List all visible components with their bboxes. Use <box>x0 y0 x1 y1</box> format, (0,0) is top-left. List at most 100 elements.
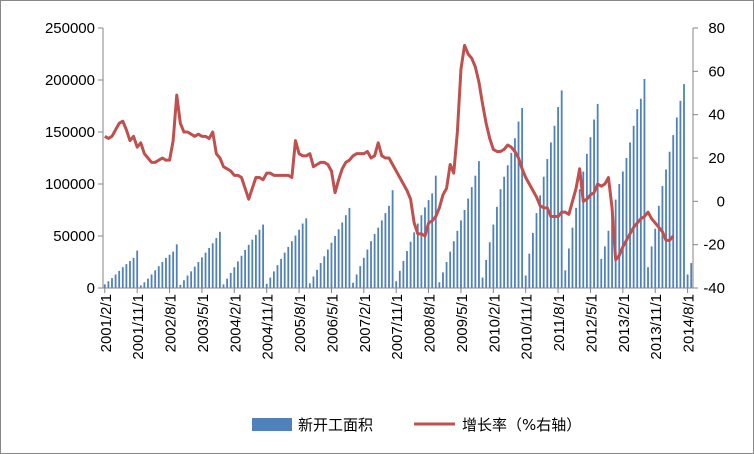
x-tick-label: 2003/5/1 <box>195 294 212 352</box>
bar <box>542 176 545 288</box>
bar <box>305 218 308 288</box>
bar <box>183 280 185 288</box>
bar <box>488 242 491 288</box>
x-tick-label: 2014/8/1 <box>681 294 698 352</box>
bar <box>359 266 362 288</box>
bar <box>269 277 272 288</box>
bar <box>139 285 142 288</box>
bar <box>420 215 423 288</box>
bar <box>377 227 380 288</box>
bar <box>294 235 297 288</box>
right-tick-label: -20 <box>703 237 725 254</box>
bar <box>222 284 225 288</box>
bar <box>132 257 135 288</box>
bar <box>165 257 167 288</box>
legend-bar-swatch <box>252 418 292 431</box>
bar <box>528 253 531 288</box>
bar <box>675 117 678 288</box>
bar <box>370 241 372 288</box>
bar <box>452 241 455 288</box>
bar <box>618 184 621 288</box>
bar <box>251 239 254 288</box>
bar <box>362 257 365 288</box>
left-tick-label: 150000 <box>45 124 95 141</box>
bar <box>312 276 315 288</box>
left-tick-label: 200000 <box>45 72 95 89</box>
bar <box>150 274 153 288</box>
bar <box>316 269 318 288</box>
bar <box>344 215 347 288</box>
bar <box>600 258 603 288</box>
bar <box>445 262 448 288</box>
x-tick-label: 2002/8/1 <box>163 294 180 352</box>
bar <box>413 232 416 288</box>
bar <box>539 195 541 288</box>
right-tick-label: 0 <box>717 193 725 210</box>
x-tick-label: 2013/11/1 <box>648 294 665 360</box>
bar <box>308 283 311 288</box>
bar <box>255 234 257 288</box>
bar <box>629 142 631 288</box>
bar <box>553 125 556 288</box>
x-tick-label: 2010/2/1 <box>486 294 503 352</box>
bar <box>326 249 329 288</box>
bar <box>625 158 628 288</box>
bar <box>499 189 502 288</box>
bar <box>463 210 466 288</box>
left-axis-ticks: 250000 200000 150000 100000 50000 0 <box>45 20 103 297</box>
bar <box>380 220 383 288</box>
bar <box>402 260 405 288</box>
bar <box>143 282 146 288</box>
right-tick-label: 40 <box>708 107 725 124</box>
bar <box>373 233 376 288</box>
bar <box>118 270 121 288</box>
bar <box>567 248 570 288</box>
bar <box>215 238 218 288</box>
bar <box>262 224 264 288</box>
bar <box>334 236 336 288</box>
x-tick-label: 2008/8/1 <box>422 294 439 352</box>
bar <box>283 252 286 288</box>
bar <box>384 213 387 288</box>
bar <box>478 161 480 288</box>
bar <box>503 176 506 288</box>
bar <box>470 187 473 288</box>
x-axis-ticks: 2001/2/1 2001/11/1 2002/8/1 2003/5/1 2004/2/… <box>98 288 698 360</box>
bar <box>438 282 441 288</box>
left-tick-label: 250000 <box>45 20 95 37</box>
bar <box>406 251 408 288</box>
x-tick-label: 2011/8/1 <box>551 294 568 351</box>
bar <box>643 78 646 289</box>
bar <box>247 244 250 288</box>
bar <box>589 137 592 288</box>
x-tick-label: 2012/5/1 <box>583 294 600 352</box>
bar <box>114 274 117 288</box>
bar <box>492 224 495 288</box>
bar <box>319 263 322 288</box>
bar <box>111 278 113 288</box>
x-tick-label: 2007/11/1 <box>389 294 406 360</box>
bar <box>578 189 581 288</box>
bar <box>564 270 567 288</box>
bar <box>661 186 664 288</box>
bar <box>557 107 559 288</box>
bar <box>442 272 444 288</box>
bar <box>585 153 588 288</box>
x-tick-label: 2005/8/1 <box>292 294 309 352</box>
bar <box>686 274 689 288</box>
bar <box>575 207 577 288</box>
left-tick-label: 50000 <box>53 228 95 245</box>
bar <box>233 267 236 288</box>
bar <box>121 267 124 288</box>
legend: 新开工面积 增长率（%右轴） <box>252 416 581 434</box>
right-tick-label: -40 <box>703 280 725 297</box>
bar <box>323 256 326 288</box>
bar <box>197 262 200 288</box>
bar <box>632 125 635 288</box>
line-series-growth-rate <box>104 43 675 262</box>
bar <box>168 254 171 288</box>
bar <box>424 207 426 288</box>
bar <box>506 165 509 288</box>
bar <box>125 264 128 288</box>
